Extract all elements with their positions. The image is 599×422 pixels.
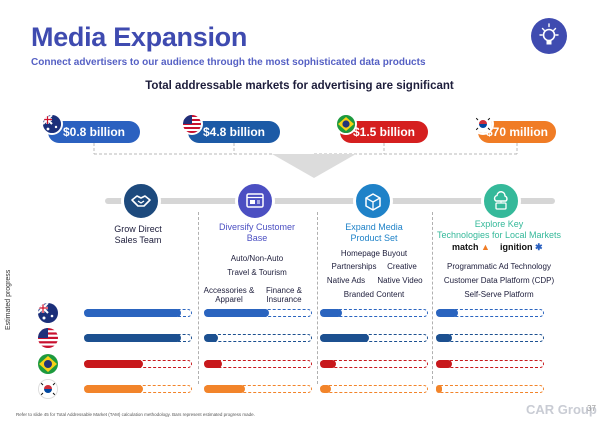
- item-self-serve-platform: Self-Serve Platform: [464, 290, 534, 299]
- market-value: $0.8 billion: [62, 125, 125, 139]
- item-travel-tourism: Travel & Tourism: [227, 268, 287, 277]
- match-logo: match ▲: [452, 242, 490, 252]
- progress-track-south-korea-col1: [84, 385, 192, 393]
- progress-track-australia-col1: [84, 309, 192, 317]
- title-line: Product Set: [350, 233, 398, 243]
- title-line: Expand Media: [345, 222, 403, 232]
- cloud-monitor-icon: [481, 181, 521, 221]
- title-line: Technologies for Local Markets: [436, 230, 562, 240]
- progress-fill: [436, 309, 458, 317]
- brazil-flag-icon: [335, 113, 357, 135]
- title-line: Explore Key: [474, 219, 524, 229]
- progress-fill: [320, 360, 336, 368]
- title-line: Base: [246, 233, 268, 243]
- box-icon: [353, 181, 393, 221]
- item-native-ads: Native Ads: [326, 276, 366, 285]
- progress-fill: [84, 360, 143, 368]
- market-value: $4.8 billion: [202, 125, 265, 139]
- item-branded-content: Branded Content: [343, 290, 405, 299]
- item-homepage-buyout: Homepage Buyout: [340, 249, 408, 258]
- progress-track-united-states-col3: [320, 334, 428, 342]
- progress-fill: [320, 334, 369, 342]
- funnel-arrow: [272, 154, 356, 178]
- australia-flag-icon: [38, 303, 58, 323]
- page-number: 37: [587, 404, 596, 413]
- partner-name: match: [452, 242, 479, 252]
- item-programmatic-ad-technology: Programmatic Ad Technology: [447, 262, 551, 271]
- progress-fill: [84, 385, 143, 393]
- progress-track-brazil-col1: [84, 360, 192, 368]
- market-pill-australia: $0.8 billion: [48, 121, 140, 143]
- progress-track-south-korea-col3: [320, 385, 428, 393]
- market-pill-united-states: $4.8 billion: [188, 121, 280, 143]
- column-divider: [432, 212, 433, 384]
- market-pill-brazil: $1.5 billion: [340, 121, 428, 143]
- partner-name: ignition: [500, 242, 533, 252]
- australia-flag-icon: [41, 113, 63, 135]
- item-finance-insurance: Finance & Insurance: [258, 286, 310, 304]
- south-korea-flag-icon: [472, 113, 494, 135]
- market-pill-south-korea: $70 million: [478, 121, 556, 143]
- south-korea-flag-icon: [38, 379, 58, 399]
- item-line: Insurance: [266, 295, 302, 304]
- column-divider: [198, 212, 199, 384]
- united-states-flag-icon: [38, 328, 58, 348]
- progress-track-united-states-col4: [436, 334, 544, 342]
- item-line: Accessories &: [203, 286, 255, 295]
- item-native-video: Native Video: [377, 276, 423, 285]
- progress-fill: [320, 385, 331, 393]
- item-line: Apparel: [215, 295, 243, 304]
- progress-fill: [204, 334, 218, 342]
- progress-fill: [204, 309, 269, 317]
- item-auto-non-auto: Auto/Non-Auto: [230, 254, 284, 263]
- united-states-flag-icon: [181, 113, 203, 135]
- progress-fill: [436, 334, 452, 342]
- progress-track-brazil-col4: [436, 360, 544, 368]
- section-headline: Total addressable markets for advertisin…: [145, 80, 454, 92]
- column-title-diversify-customer-base: Diversify Customer Base: [205, 222, 309, 244]
- progress-axis-label: Estimated progress: [5, 269, 12, 330]
- progress-track-united-states-col2: [204, 334, 312, 342]
- column-title-expand-media-product-set: Expand Media Product Set: [322, 222, 426, 244]
- company-logo: CAR Group: [526, 402, 597, 417]
- column-divider: [317, 212, 318, 384]
- market-value: $70 million: [485, 125, 549, 139]
- brazil-flag-icon: [38, 354, 58, 374]
- column-title-explore-key-technologies: Explore Key Technologies for Local Marke…: [436, 219, 562, 241]
- page-subtitle: Connect advertisers to our audience thro…: [31, 57, 426, 68]
- item-line: Finance &: [265, 286, 303, 295]
- lightbulb-icon: [531, 18, 567, 54]
- progress-track-united-states-col1: [84, 334, 192, 342]
- progress-track-australia-col4: [436, 309, 544, 317]
- ignition-logo: ignition ✱: [500, 242, 543, 252]
- progress-fill: [436, 385, 442, 393]
- handshake-icon: [121, 181, 161, 221]
- progress-fill: [84, 309, 181, 317]
- progress-fill: [204, 360, 222, 368]
- progress-fill: [84, 334, 181, 342]
- item-partnerships: Partnerships: [331, 262, 377, 271]
- progress-track-brazil-col2: [204, 360, 312, 368]
- progress-track-australia-col3: [320, 309, 428, 317]
- progress-track-south-korea-col2: [204, 385, 312, 393]
- page-title: Media Expansion: [31, 22, 248, 52]
- market-value: $1.5 billion: [352, 125, 415, 139]
- item-accessories-apparel: Accessories & Apparel: [200, 286, 258, 304]
- progress-track-australia-col2: [204, 309, 312, 317]
- title-line: Grow Direct: [114, 224, 162, 234]
- footnote: Refer to slide 45 for Total Addressable …: [16, 412, 255, 417]
- progress-fill: [204, 385, 245, 393]
- item-creative: Creative: [387, 262, 417, 271]
- timeline-bar: [105, 198, 555, 204]
- progress-fill: [436, 360, 452, 368]
- progress-track-brazil-col3: [320, 360, 428, 368]
- progress-fill: [320, 309, 342, 317]
- title-line: Diversify Customer: [218, 222, 295, 232]
- column-title-grow-direct-sales: Grow Direct Sales Team: [100, 224, 176, 246]
- title-line: Sales Team: [114, 235, 162, 245]
- item-customer-data-platform: Customer Data Platform (CDP): [443, 276, 555, 285]
- progress-track-south-korea-col4: [436, 385, 544, 393]
- browser-window-icon: [235, 181, 275, 221]
